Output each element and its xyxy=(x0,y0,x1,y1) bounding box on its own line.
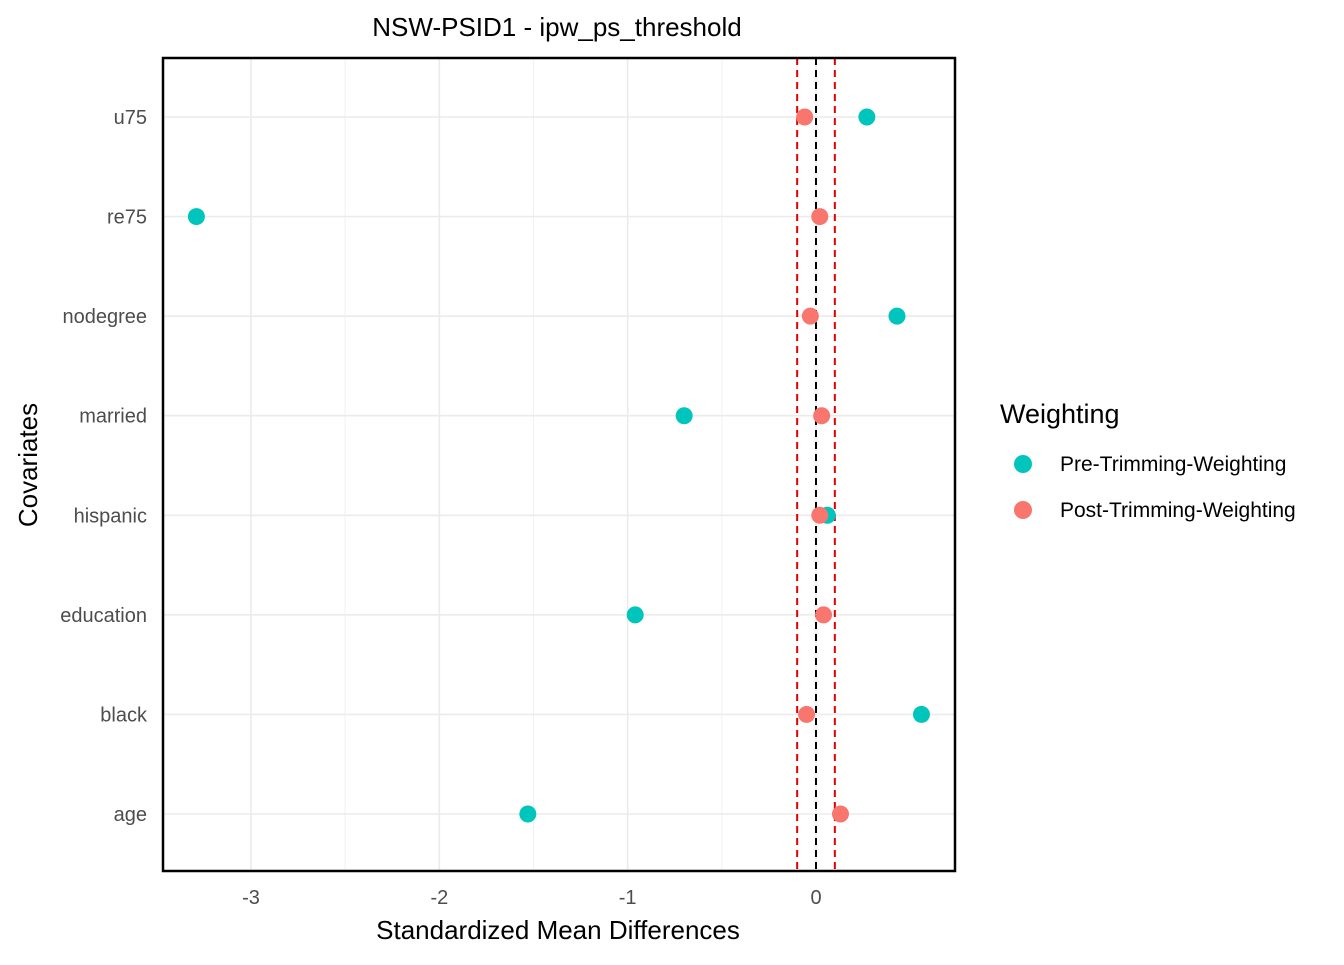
point-pre-trimming-weighting-nodegree xyxy=(888,307,906,325)
point-pre-trimming-weighting-re75 xyxy=(187,208,205,226)
x-tick-label: -3 xyxy=(242,887,260,909)
point-pre-trimming-weighting-age xyxy=(519,805,537,823)
reference-lines xyxy=(796,58,836,871)
legend: Weighting Pre-Trimming-Weighting Post-Tri… xyxy=(1000,399,1296,522)
x-axis-title: Standardized Mean Differences xyxy=(376,915,740,945)
y-tick-label: re75 xyxy=(107,207,147,229)
y-axis-title: Covariates xyxy=(13,403,43,527)
y-tick-label: married xyxy=(79,406,147,428)
y-tick-label: hispanic xyxy=(74,505,147,527)
y-tick-label: age xyxy=(114,804,147,826)
point-post-trimming-weighting-nodegree xyxy=(801,307,819,325)
point-pre-trimming-weighting-married xyxy=(675,407,693,425)
point-post-trimming-weighting-black xyxy=(798,705,816,723)
point-post-trimming-weighting-married xyxy=(813,407,831,425)
y-tick-label: education xyxy=(60,605,147,627)
point-pre-trimming-weighting-education xyxy=(626,606,644,624)
grid-lines xyxy=(163,58,955,871)
x-tick-label: -2 xyxy=(430,887,448,909)
x-tick-labels: -3 -2 -1 0 xyxy=(242,887,821,909)
point-post-trimming-weighting-hispanic xyxy=(811,506,829,524)
y-tick-labels: age black education hispanic married nodegree… xyxy=(60,107,148,826)
data-points xyxy=(187,108,930,823)
chart-title: NSW-PSID1 - ipw_ps_threshold xyxy=(372,12,741,42)
x-tick-label: -1 xyxy=(619,887,637,909)
legend-label: Pre-Trimming-Weighting xyxy=(1060,453,1286,476)
point-pre-trimming-weighting-u75 xyxy=(858,108,876,126)
point-post-trimming-weighting-education xyxy=(815,606,833,624)
y-tick-label: black xyxy=(100,704,148,726)
plot-panel-border xyxy=(161,56,957,873)
x-tick-label: 0 xyxy=(810,887,821,909)
y-tick-label: u75 xyxy=(114,107,147,129)
legend-key-post xyxy=(1014,501,1032,519)
point-post-trimming-weighting-age xyxy=(831,805,849,823)
legend-title: Weighting xyxy=(1000,399,1120,429)
point-pre-trimming-weighting-black xyxy=(912,705,930,723)
legend-items: Pre-Trimming-Weighting Post-Trimming-Weig… xyxy=(1014,453,1296,522)
y-tick-label: nodegree xyxy=(62,306,147,328)
point-post-trimming-weighting-re75 xyxy=(811,208,829,226)
legend-key-pre xyxy=(1014,455,1032,473)
legend-label: Post-Trimming-Weighting xyxy=(1060,499,1296,522)
point-post-trimming-weighting-u75 xyxy=(796,108,814,126)
